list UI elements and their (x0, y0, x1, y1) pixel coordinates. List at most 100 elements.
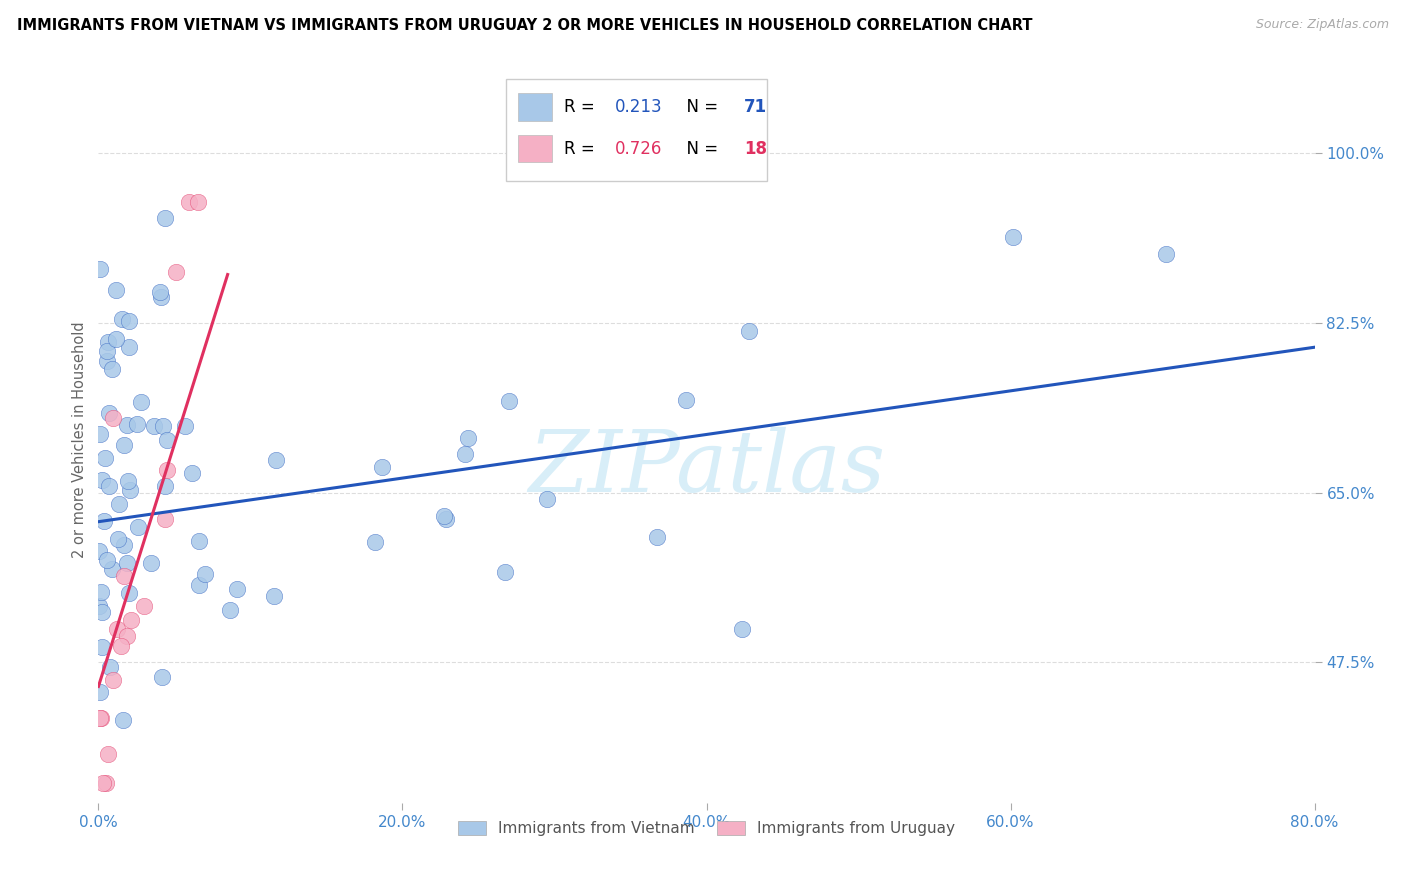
Point (434, 512, 457, 526)
Text: 18: 18 (744, 139, 768, 158)
Point (127, 417, 149, 432)
Text: 71: 71 (744, 98, 768, 116)
Point (89, 262, 111, 277)
Text: Source: ZipAtlas.com: Source: ZipAtlas.com (1256, 18, 1389, 31)
Point (94, 776, 117, 790)
Point (89, 543, 111, 558)
Point (115, 556, 138, 570)
Text: 0.726: 0.726 (616, 139, 662, 158)
Point (115, 629, 138, 643)
Point (97, 747, 120, 761)
Point (110, 640, 132, 654)
Point (156, 434, 179, 448)
Point (675, 393, 697, 408)
Point (112, 438, 135, 452)
Point (97, 334, 120, 349)
Point (91, 605, 114, 619)
Point (264, 453, 287, 467)
Point (98, 406, 121, 420)
Point (218, 603, 240, 617)
FancyBboxPatch shape (506, 79, 768, 181)
Point (89, 711, 111, 725)
Point (454, 447, 477, 461)
Text: R =: R = (564, 139, 600, 158)
Point (90, 585, 112, 599)
Point (127, 520, 149, 534)
Text: IMMIGRANTS FROM VIETNAM VS IMMIGRANTS FROM URUGUAY 2 OR MORE VEHICLES IN HOUSEHO: IMMIGRANTS FROM VIETNAM VS IMMIGRANTS FR… (17, 18, 1032, 33)
Text: N =: N = (676, 139, 724, 158)
Point (371, 459, 394, 474)
Point (457, 431, 479, 445)
Point (177, 194, 200, 209)
Point (89, 427, 111, 442)
Point (96, 354, 118, 368)
Point (1002, 230, 1025, 244)
Point (112, 568, 135, 582)
Point (118, 314, 141, 328)
Point (112, 713, 135, 727)
Legend: Immigrants from Vietnam, Immigrants from Uruguay: Immigrants from Vietnam, Immigrants from… (451, 815, 962, 842)
Point (91, 640, 114, 654)
Point (155, 479, 177, 493)
Point (101, 673, 124, 687)
Point (107, 497, 129, 511)
Point (118, 340, 141, 354)
Point (101, 562, 124, 576)
Point (536, 491, 558, 506)
Point (187, 194, 209, 209)
Point (174, 419, 197, 434)
Point (98, 660, 121, 674)
Point (97, 479, 120, 493)
Point (96, 343, 118, 358)
Point (129, 394, 152, 409)
Point (181, 467, 204, 481)
Point (143, 418, 166, 433)
Point (94, 451, 117, 466)
Y-axis label: 2 or more Vehicles in Household: 2 or more Vehicles in Household (72, 321, 87, 558)
Point (155, 463, 177, 477)
Point (105, 622, 128, 636)
Point (155, 511, 177, 525)
Point (112, 538, 135, 552)
Point (100, 362, 122, 376)
Point (150, 670, 173, 684)
Point (93, 776, 115, 790)
Point (645, 530, 668, 544)
Point (364, 535, 387, 549)
Point (187, 533, 209, 548)
Point (93, 515, 115, 529)
Point (139, 557, 162, 571)
Point (150, 290, 173, 304)
Text: N =: N = (676, 98, 724, 116)
Point (730, 623, 752, 637)
Point (433, 509, 456, 524)
Point (107, 532, 129, 546)
FancyBboxPatch shape (517, 135, 553, 162)
Point (494, 565, 516, 579)
Point (737, 325, 759, 339)
Point (91, 473, 114, 487)
Point (117, 475, 139, 489)
Text: R =: R = (564, 98, 600, 116)
Point (194, 566, 217, 581)
Point (149, 285, 172, 299)
Point (187, 578, 209, 592)
Point (90, 711, 112, 725)
Point (120, 483, 142, 498)
Point (105, 283, 128, 297)
Point (105, 332, 128, 346)
FancyBboxPatch shape (517, 94, 553, 121)
Point (96, 552, 118, 566)
Point (101, 410, 124, 425)
Point (134, 599, 156, 613)
Point (153, 211, 176, 226)
Text: ZIPatlas: ZIPatlas (527, 427, 886, 509)
Text: 0.213: 0.213 (616, 98, 662, 116)
Point (121, 613, 143, 627)
Point (165, 265, 187, 279)
Point (498, 393, 520, 408)
Point (1154, 246, 1177, 260)
Point (111, 312, 134, 326)
Point (89, 599, 111, 613)
Point (263, 589, 285, 603)
